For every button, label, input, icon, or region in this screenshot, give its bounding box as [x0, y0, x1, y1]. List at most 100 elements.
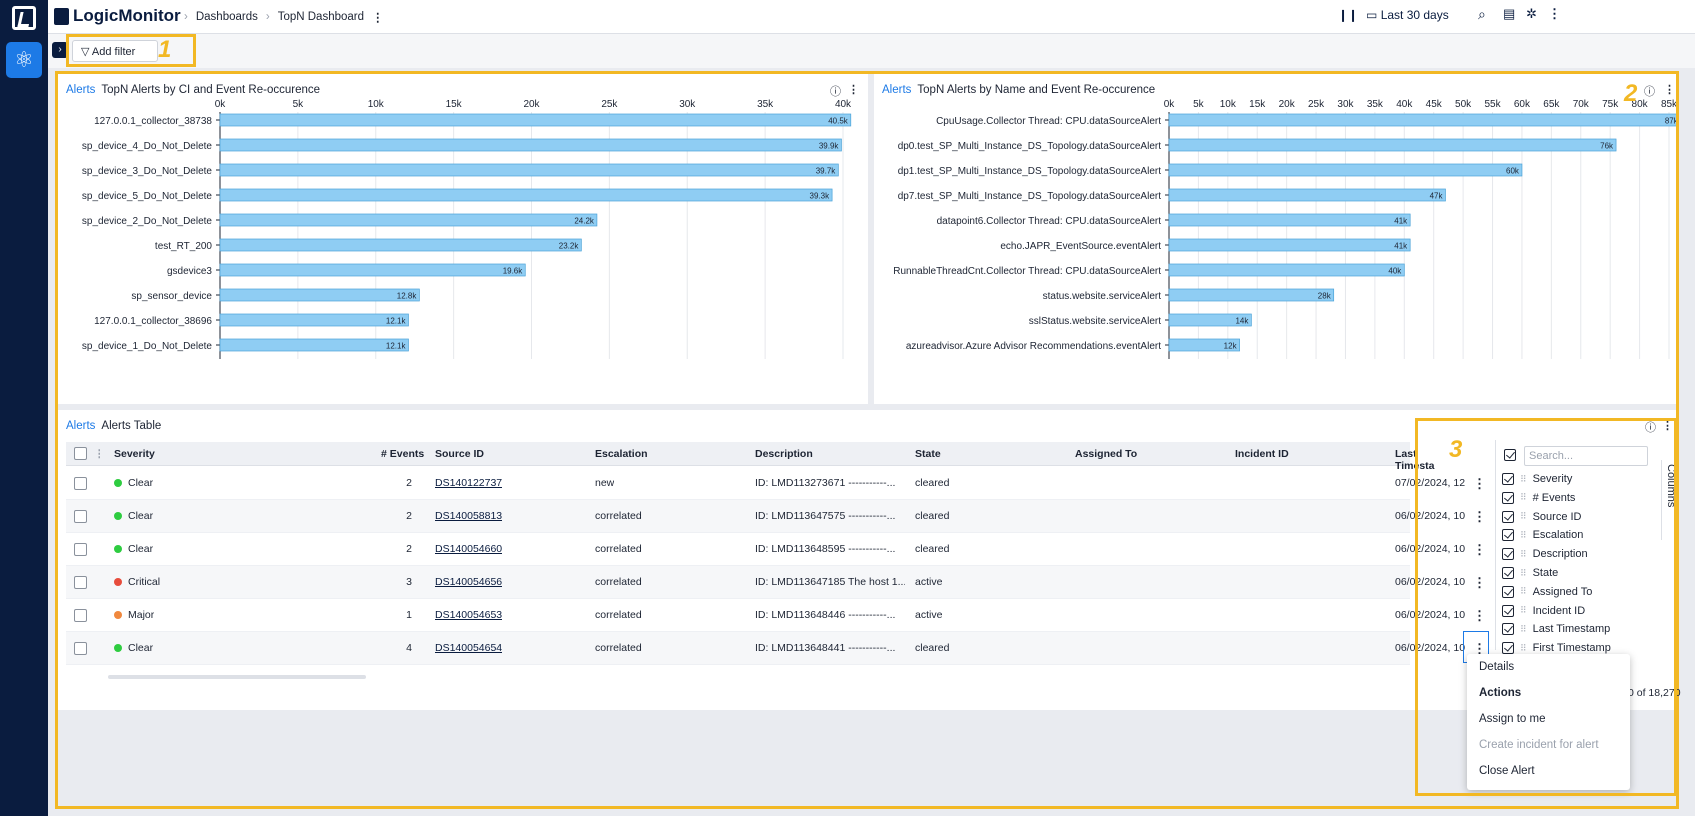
select-all-checkbox[interactable] — [74, 447, 87, 460]
column-checkbox[interactable] — [1502, 567, 1514, 579]
info-icon[interactable]: ⓘ — [830, 86, 841, 98]
drag-grip-icon[interactable]: ⠿ — [1520, 623, 1527, 634]
topology-icon[interactable]: ✲ — [1526, 6, 1537, 21]
col-events[interactable]: # Events — [381, 448, 425, 460]
more-vert-icon[interactable]: ⋮ — [1548, 6, 1561, 21]
column-checkbox[interactable] — [1502, 473, 1514, 485]
brand-logo[interactable]: LogicMonitor — [54, 6, 181, 26]
column-checkbox[interactable] — [1502, 585, 1514, 598]
column-toggle-item[interactable]: ⠿ Assigned To — [1502, 583, 1592, 601]
bar[interactable] — [219, 113, 852, 127]
col-description[interactable]: Description — [755, 448, 813, 460]
bar[interactable] — [1168, 163, 1523, 177]
menu-assign-to-me[interactable]: Assign to me — [1479, 713, 1546, 725]
cell-source-id[interactable]: DS140054660 — [435, 543, 503, 555]
bar[interactable] — [219, 238, 582, 252]
cell-source-id[interactable]: DS140054654 — [435, 642, 503, 654]
drag-grip-icon[interactable]: ⠿ — [1520, 548, 1527, 559]
table-row[interactable]: Clear 2 DS140054660 correlated ID: LMD113648… — [66, 533, 1486, 566]
info-icon[interactable]: ⓘ — [1644, 86, 1655, 98]
bar[interactable] — [1168, 263, 1405, 277]
bar[interactable] — [1168, 313, 1252, 327]
row-checkbox[interactable] — [74, 477, 87, 490]
column-toggle-item[interactable]: ⠿ # Events — [1502, 489, 1575, 507]
menu-details[interactable]: Details — [1479, 661, 1515, 673]
col-last-timestamp[interactable]: Last Timesta — [1395, 448, 1435, 472]
row-more-icon[interactable]: ⋮ — [1473, 476, 1486, 491]
drag-grip-icon[interactable]: ⠿ — [1520, 605, 1527, 616]
table-alerts-link[interactable]: Alerts — [66, 420, 96, 432]
drag-handle-icon[interactable]: ⋮ — [94, 448, 105, 460]
row-checkbox[interactable] — [74, 576, 87, 589]
bar[interactable] — [1168, 138, 1617, 152]
app-logo-icon[interactable] — [12, 6, 36, 30]
bar[interactable] — [219, 138, 842, 152]
add-filter-button[interactable]: ▽ Add filter — [72, 40, 158, 62]
column-toggle-item[interactable]: ⠿ Last Timestamp — [1502, 620, 1610, 638]
atom-nav-icon[interactable]: ⚛ — [6, 42, 42, 78]
horizontal-scrollbar[interactable] — [108, 675, 366, 679]
cell-source-id[interactable]: DS140058813 — [435, 510, 503, 522]
row-checkbox[interactable] — [74, 642, 87, 655]
table-row[interactable]: Clear 2 DS140122737 new ID: LMD113273671 ---… — [66, 467, 1486, 500]
row-more-icon[interactable]: ⋮ — [1473, 641, 1486, 656]
bar[interactable] — [219, 338, 409, 352]
column-toggle-item[interactable]: ⠿ Incident ID — [1502, 602, 1585, 620]
time-range-button[interactable]: ▭ Last 30 days — [1366, 8, 1449, 22]
column-checkbox[interactable] — [1502, 548, 1514, 561]
column-checkbox[interactable] — [1502, 529, 1514, 542]
drag-grip-icon[interactable]: ⠿ — [1520, 642, 1527, 653]
column-checkbox[interactable] — [1502, 623, 1514, 636]
bar[interactable] — [219, 163, 839, 177]
table-row[interactable]: Major 1 DS140054653 correlated ID: LMD113648… — [66, 599, 1486, 632]
col-state[interactable]: State — [915, 448, 941, 460]
search-icon[interactable]: ⌕ — [1478, 6, 1486, 22]
table-row[interactable]: Clear 2 DS140058813 correlated ID: LMD113647… — [66, 500, 1486, 533]
cell-source-id[interactable]: DS140054653 — [435, 609, 503, 621]
column-checkbox[interactable] — [1502, 491, 1514, 504]
row-more-icon[interactable]: ⋮ — [1473, 509, 1486, 524]
layout-icon[interactable]: ▤ — [1503, 6, 1516, 21]
drag-grip-icon[interactable]: ⠿ — [1520, 567, 1527, 578]
info-icon[interactable]: ⓘ — [1645, 422, 1656, 434]
column-checkbox[interactable] — [1502, 604, 1514, 617]
bar[interactable] — [1168, 113, 1676, 127]
col-assigned-to[interactable]: Assigned To — [1075, 448, 1138, 460]
column-checkbox[interactable] — [1502, 510, 1514, 523]
col-incident-id[interactable]: Incident ID — [1235, 448, 1289, 460]
pause-icon[interactable]: ❙❙ — [1338, 8, 1359, 22]
columns-search-input[interactable]: Search... — [1524, 446, 1648, 466]
bar[interactable] — [1168, 238, 1411, 252]
more-vert-icon[interactable]: ⋮ — [372, 12, 384, 24]
cell-source-id[interactable]: DS140122737 — [435, 477, 503, 489]
more-vert-icon[interactable]: ⋮ — [1664, 84, 1675, 96]
bar[interactable] — [219, 313, 409, 327]
bar[interactable] — [1168, 188, 1446, 202]
table-row[interactable]: Critical 3 DS140054656 correlated ID: LMD113… — [66, 566, 1486, 599]
column-toggle-item[interactable]: ⠿ Severity — [1502, 470, 1572, 488]
cell-source-id[interactable]: DS140054656 — [435, 576, 503, 588]
row-more-icon[interactable]: ⋮ — [1473, 542, 1486, 557]
column-checkbox[interactable] — [1502, 642, 1514, 655]
drag-grip-icon[interactable]: ⠿ — [1520, 492, 1527, 503]
bar[interactable] — [219, 263, 526, 277]
column-toggle-item[interactable]: ⠿ First Timestamp — [1502, 639, 1611, 657]
breadcrumb-dashboards[interactable]: Dashboards — [195, 11, 258, 23]
drag-grip-icon[interactable]: ⠿ — [1520, 473, 1527, 484]
row-checkbox[interactable] — [74, 609, 87, 622]
bar[interactable] — [219, 213, 598, 227]
bar[interactable] — [219, 288, 420, 302]
column-toggle-item[interactable]: ⠿ Description — [1502, 545, 1588, 563]
select-all-columns-checkbox[interactable] — [1504, 449, 1516, 461]
drag-grip-icon[interactable]: ⠿ — [1520, 529, 1527, 540]
row-more-icon[interactable]: ⋮ — [1473, 575, 1486, 590]
row-checkbox[interactable] — [74, 510, 87, 523]
column-toggle-item[interactable]: ⠿ Source ID — [1502, 508, 1582, 526]
chart2-alerts-link[interactable]: Alerts — [882, 84, 912, 96]
drag-grip-icon[interactable]: ⠿ — [1520, 511, 1527, 522]
row-more-icon[interactable]: ⋮ — [1473, 608, 1486, 623]
column-toggle-item[interactable]: ⠿ Escalation — [1502, 526, 1583, 544]
bar[interactable] — [1168, 338, 1240, 352]
bar[interactable] — [1168, 288, 1335, 302]
column-toggle-item[interactable]: ⠿ State — [1502, 564, 1558, 582]
